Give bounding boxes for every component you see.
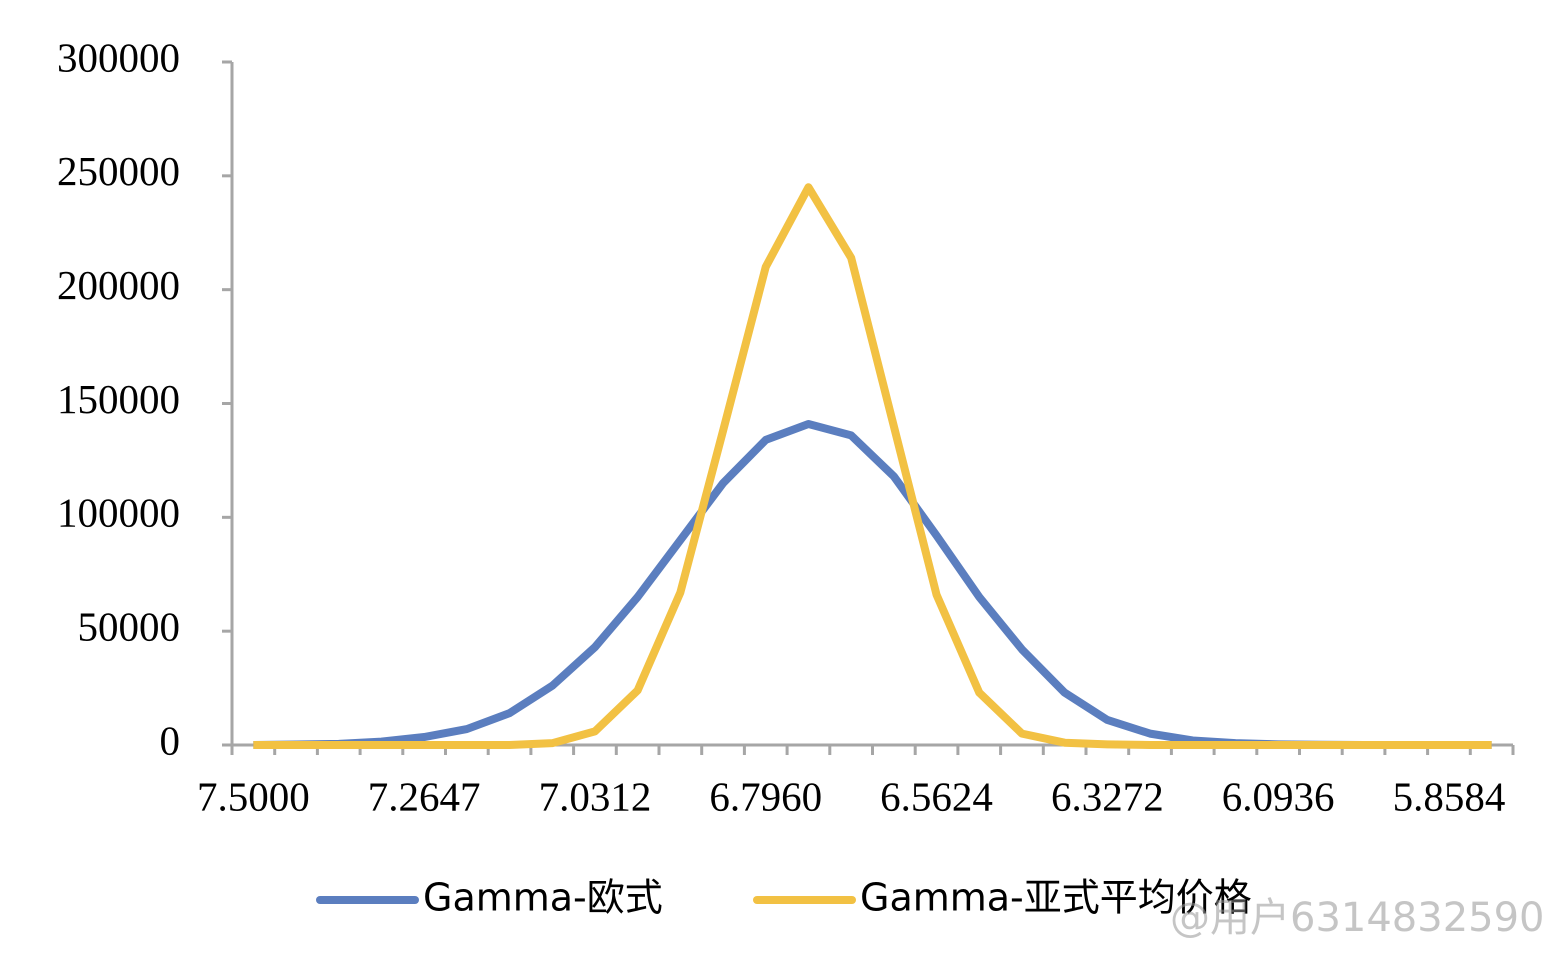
legend-label: Gamma-欧式 [423, 876, 663, 920]
x-tick-label: 6.5624 [880, 773, 993, 819]
y-tick-label: 250000 [57, 148, 180, 194]
x-tick-label: 7.2647 [368, 773, 481, 819]
y-tick-label: 0 [160, 717, 181, 763]
y-tick-label: 200000 [57, 262, 180, 308]
watermark: @用户6314832590 [1170, 895, 1545, 941]
x-tick-label: 5.8584 [1393, 773, 1506, 819]
x-tick-label: 7.0312 [539, 773, 652, 819]
x-tick-label: 6.3272 [1051, 773, 1164, 819]
y-tick-label: 50000 [78, 604, 181, 650]
legend-label: Gamma-亚式平均价格 [860, 876, 1252, 920]
series-line [253, 419, 1492, 749]
x-tick-label: 7.5000 [197, 773, 310, 819]
x-tick-label: 6.0936 [1222, 773, 1335, 819]
x-tick-label: 6.7960 [709, 773, 822, 819]
y-tick-label: 300000 [57, 34, 180, 80]
y-tick-label: 100000 [57, 490, 180, 536]
y-tick-label: 150000 [57, 376, 180, 422]
series-line [253, 183, 1492, 749]
